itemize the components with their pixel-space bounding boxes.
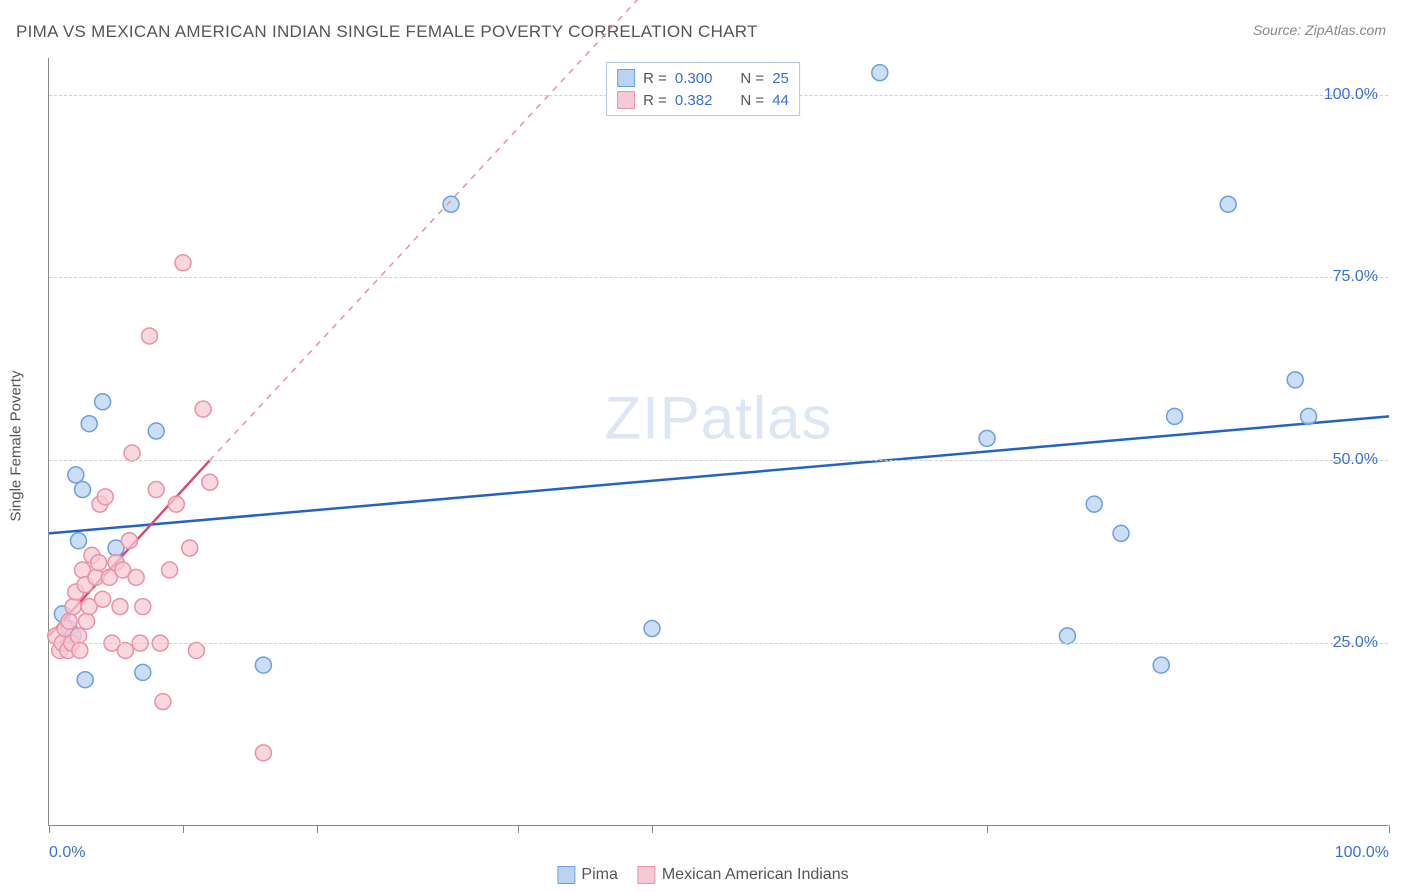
scatter-point	[255, 745, 271, 761]
legend-bottom: Pima Mexican American Indians	[557, 866, 848, 884]
scatter-point	[1086, 496, 1102, 512]
grid-line	[49, 643, 1388, 644]
scatter-point	[195, 401, 211, 417]
legend-swatch	[617, 91, 635, 109]
y-tick-label: 100.0%	[1324, 86, 1378, 104]
scatter-point	[1167, 408, 1183, 424]
scatter-point	[95, 394, 111, 410]
legend-n-value: 44	[772, 92, 789, 109]
scatter-point	[148, 482, 164, 498]
scatter-point	[117, 642, 133, 658]
scatter-point	[1220, 196, 1236, 212]
scatter-point	[188, 642, 204, 658]
scatter-point	[70, 628, 86, 644]
scatter-point	[644, 621, 660, 637]
legend-swatch	[638, 866, 656, 884]
trend-line	[49, 416, 1389, 533]
scatter-point	[443, 196, 459, 212]
scatter-point	[121, 533, 137, 549]
x-tick-mark	[1389, 825, 1390, 833]
scatter-point	[148, 423, 164, 439]
legend-top: R = 0.300 N = 25 R = 0.382 N = 44	[606, 62, 800, 116]
scatter-point	[128, 569, 144, 585]
scatter-point	[77, 672, 93, 688]
scatter-point	[979, 430, 995, 446]
scatter-point	[124, 445, 140, 461]
scatter-point	[162, 562, 178, 578]
scatter-point	[81, 416, 97, 432]
legend-bottom-item: Pima	[557, 866, 617, 884]
legend-r-label: R =	[643, 70, 667, 87]
scatter-point	[79, 613, 95, 629]
scatter-point	[1287, 372, 1303, 388]
scatter-point	[1301, 408, 1317, 424]
x-tick-mark	[49, 825, 50, 833]
legend-n-label: N =	[740, 92, 764, 109]
scatter-point	[72, 642, 88, 658]
scatter-point	[68, 467, 84, 483]
legend-r-value: 0.300	[675, 70, 713, 87]
scatter-point	[61, 613, 77, 629]
legend-bottom-item: Mexican American Indians	[638, 866, 849, 884]
x-tick-mark	[183, 825, 184, 833]
scatter-point	[142, 328, 158, 344]
legend-label: Mexican American Indians	[662, 866, 849, 884]
scatter-point	[112, 599, 128, 615]
y-tick-label: 50.0%	[1333, 451, 1378, 469]
scatter-point	[872, 65, 888, 81]
scatter-point	[168, 496, 184, 512]
scatter-point	[95, 591, 111, 607]
scatter-point	[155, 694, 171, 710]
plot-area: ZIPatlas 25.0%50.0%75.0%100.0%0.0%100.0%	[48, 58, 1388, 826]
source-attribution: Source: ZipAtlas.com	[1253, 22, 1386, 38]
chart-title: PIMA VS MEXICAN AMERICAN INDIAN SINGLE F…	[16, 22, 758, 42]
scatter-point	[91, 555, 107, 571]
scatter-point	[97, 489, 113, 505]
scatter-point	[175, 255, 191, 271]
legend-swatch	[557, 866, 575, 884]
scatter-point	[75, 482, 91, 498]
legend-swatch	[617, 69, 635, 87]
x-tick-mark	[518, 825, 519, 833]
scatter-point	[255, 657, 271, 673]
legend-label: Pima	[581, 866, 617, 884]
legend-n-value: 25	[772, 70, 789, 87]
y-axis-label: Single Female Poverty	[8, 371, 25, 522]
legend-r-label: R =	[643, 92, 667, 109]
legend-r-value: 0.382	[675, 92, 713, 109]
scatter-point	[1153, 657, 1169, 673]
x-tick-mark	[317, 825, 318, 833]
scatter-point	[182, 540, 198, 556]
x-tick-label: 0.0%	[49, 844, 85, 862]
x-tick-mark	[987, 825, 988, 833]
x-tick-label: 100.0%	[1335, 844, 1389, 862]
scatter-point	[202, 474, 218, 490]
scatter-point	[1113, 525, 1129, 541]
legend-top-row: R = 0.382 N = 44	[617, 89, 789, 111]
grid-line	[49, 460, 1388, 461]
chart-container: PIMA VS MEXICAN AMERICAN INDIAN SINGLE F…	[0, 0, 1406, 892]
grid-line	[49, 277, 1388, 278]
scatter-point	[70, 533, 86, 549]
legend-n-label: N =	[740, 70, 764, 87]
y-tick-label: 75.0%	[1333, 268, 1378, 286]
scatter-point	[135, 664, 151, 680]
x-tick-mark	[652, 825, 653, 833]
scatter-point	[135, 599, 151, 615]
plot-svg	[49, 58, 1388, 825]
scatter-point	[65, 599, 81, 615]
scatter-point	[1059, 628, 1075, 644]
legend-top-row: R = 0.300 N = 25	[617, 67, 789, 89]
y-tick-label: 25.0%	[1333, 634, 1378, 652]
